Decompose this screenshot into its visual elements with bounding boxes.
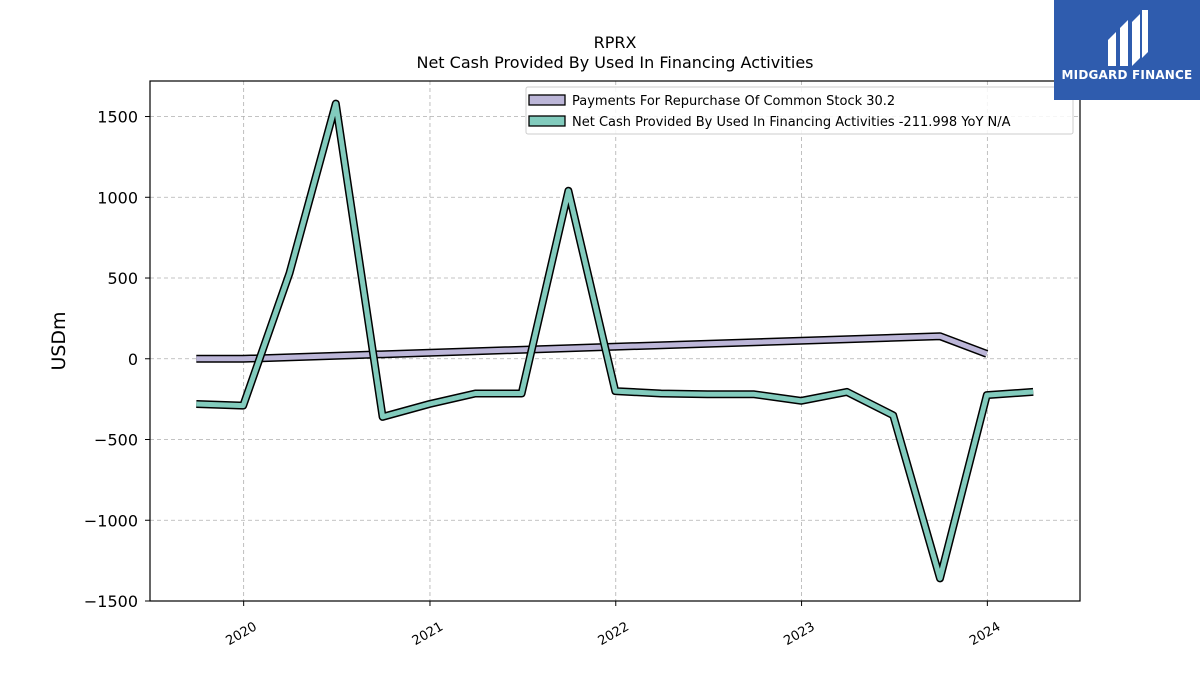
legend-swatch [528, 115, 566, 127]
y-axis-label: USDm [48, 311, 70, 370]
series-layer [196, 99, 1034, 583]
axes: −1500 −1000 −500 0 500 1000 1500 2020 2021 2022 20… [84, 108, 1003, 649]
legend-label: Net Cash Provided By Used In Financing A… [572, 115, 1011, 130]
y-tick-label: 500 [107, 269, 138, 288]
y-tick-label: −1500 [84, 592, 138, 611]
y-tick-label: 0 [128, 350, 138, 369]
legend: Payments For Repurchase Of Common Stock … [525, 86, 1074, 135]
brand-logo: MIDGARD FINANCE [1054, 0, 1200, 100]
grid [150, 81, 1080, 602]
legend-label: Payments For Repurchase Of Common Stock … [572, 94, 895, 109]
x-tick-label: 2024 [967, 619, 1003, 649]
chart-subtitle: Net Cash Provided By Used In Financing A… [416, 53, 813, 72]
x-tick-label: 2022 [596, 619, 632, 649]
x-tick-label: 2021 [410, 619, 446, 649]
legend-box [525, 86, 1074, 135]
series-2-line [196, 101, 1034, 581]
logo-mark-icon [1108, 10, 1148, 66]
brand-name: MIDGARD FINANCE [1061, 68, 1193, 82]
y-tick-label: 1500 [97, 108, 138, 127]
x-tick-label: 2023 [781, 619, 817, 649]
legend-swatch [528, 94, 566, 106]
plot-frame [149, 80, 1081, 602]
x-tick-label: 2020 [224, 619, 260, 649]
y-tick-label: −500 [94, 431, 138, 450]
chart-title: RPRX [594, 33, 637, 52]
series-1-line [196, 333, 988, 362]
y-tick-label: −1000 [84, 511, 138, 530]
y-tick-label: 1000 [97, 188, 138, 207]
